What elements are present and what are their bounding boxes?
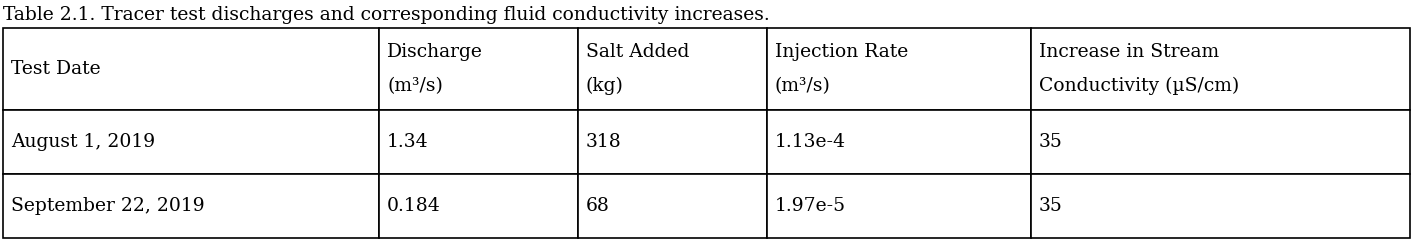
Text: 68: 68 bbox=[585, 197, 609, 215]
Bar bbox=[766, 110, 1030, 174]
Text: 1.13e-4: 1.13e-4 bbox=[774, 133, 845, 151]
Text: 1.97e-5: 1.97e-5 bbox=[774, 197, 845, 215]
Text: (m³/s): (m³/s) bbox=[774, 77, 831, 95]
Bar bbox=[578, 110, 766, 174]
Bar bbox=[578, 174, 766, 238]
Text: 0.184: 0.184 bbox=[387, 197, 441, 215]
Bar bbox=[1030, 110, 1410, 174]
Bar bbox=[766, 174, 1030, 238]
Text: (kg): (kg) bbox=[585, 77, 623, 95]
Text: Increase in Stream: Increase in Stream bbox=[1039, 43, 1219, 61]
Text: 35: 35 bbox=[1039, 133, 1063, 151]
Bar bbox=[578, 28, 766, 110]
Bar bbox=[766, 28, 1030, 110]
Text: Discharge: Discharge bbox=[387, 43, 483, 61]
Text: August 1, 2019: August 1, 2019 bbox=[11, 133, 155, 151]
Bar bbox=[1030, 174, 1410, 238]
Bar bbox=[3, 110, 379, 174]
Text: Table 2.1. Tracer test discharges and corresponding fluid conductivity increases: Table 2.1. Tracer test discharges and co… bbox=[3, 6, 770, 24]
Bar bbox=[1030, 28, 1410, 110]
Text: 1.34: 1.34 bbox=[387, 133, 428, 151]
Bar bbox=[3, 28, 379, 110]
Text: Injection Rate: Injection Rate bbox=[774, 43, 907, 61]
Bar bbox=[379, 174, 578, 238]
Bar bbox=[3, 174, 379, 238]
Bar bbox=[379, 28, 578, 110]
Text: 35: 35 bbox=[1039, 197, 1063, 215]
Text: Conductivity (µS/cm): Conductivity (µS/cm) bbox=[1039, 77, 1239, 95]
Text: September 22, 2019: September 22, 2019 bbox=[11, 197, 205, 215]
Text: 318: 318 bbox=[585, 133, 622, 151]
Bar bbox=[379, 110, 578, 174]
Text: Test Date: Test Date bbox=[11, 60, 100, 78]
Text: Salt Added: Salt Added bbox=[585, 43, 690, 61]
Text: (m³/s): (m³/s) bbox=[387, 77, 444, 95]
